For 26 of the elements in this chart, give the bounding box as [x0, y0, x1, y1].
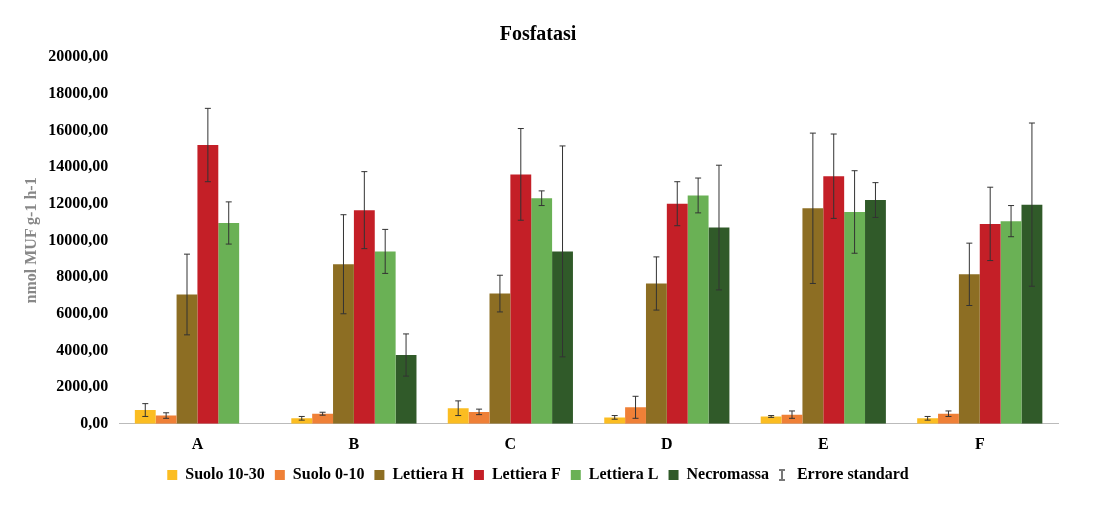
y-tick-label: 18000,00 [48, 83, 109, 101]
y-tick-label: 4000,00 [56, 340, 109, 358]
x-tick-label: A [191, 434, 204, 452]
legend-label: Lettiera H [392, 465, 465, 483]
y-tick-label: 10000,00 [48, 230, 109, 248]
y-tick-label: 0,00 [80, 413, 109, 431]
y-tick-label: 12000,00 [48, 193, 109, 211]
y-tick-label: 8000,00 [56, 267, 109, 285]
x-tick-label: D [661, 434, 673, 452]
text: Errore standard [796, 465, 909, 483]
y-tick-label: 16000,00 [48, 120, 109, 138]
y-tick-label: 6000,00 [56, 303, 109, 321]
legend-label: Necromassa [686, 465, 769, 483]
legend-label: Suolo 10-30 [185, 465, 265, 483]
x-tick-label: F [974, 434, 985, 452]
legend-label: Lettiera F [491, 465, 562, 483]
x-tick-label: B [348, 434, 360, 452]
legend-label: Lettiera L [588, 465, 659, 483]
y-tick-label: 14000,00 [48, 157, 109, 175]
y-tick-label: 2000,00 [56, 377, 109, 395]
chart-title: Fosfatasi [499, 22, 577, 45]
y-axis-title: nmol MUF g-1 h-1 [21, 177, 40, 304]
y-tick-label: 20000,00 [48, 47, 109, 65]
x-tick-label: E [817, 434, 829, 452]
legend-label: Suolo 0-10 [292, 465, 365, 483]
x-tick-label: C [504, 434, 517, 452]
